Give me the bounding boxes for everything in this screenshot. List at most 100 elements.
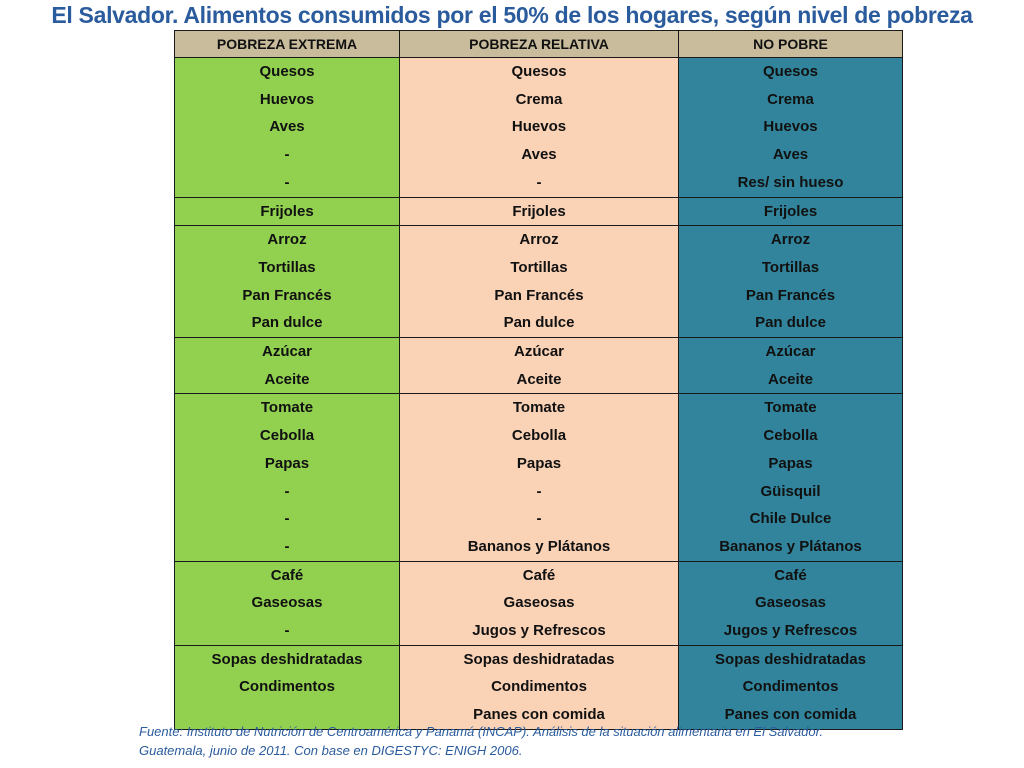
- cell-pobreza-extrema: Aceite: [174, 365, 400, 394]
- cell-pobreza-relativa: Tomate: [399, 393, 679, 423]
- table-row: Aceite Aceite Aceite: [174, 365, 903, 394]
- table-row: - Aves Aves: [174, 141, 903, 169]
- column-header-no-pobre: NO POBRE: [678, 30, 903, 58]
- cell-pobreza-extrema: -: [174, 505, 400, 533]
- column-header-pobreza-extrema: POBREZA EXTREMA: [174, 30, 400, 58]
- cell-pobreza-extrema: -: [174, 477, 400, 506]
- cell-no-pobre: Quesos: [678, 56, 903, 86]
- table-row: Condimentos Condimentos Condimentos: [174, 673, 903, 702]
- cell-pobreza-relativa: Gaseosas: [399, 589, 679, 618]
- cell-pobreza-relativa: Condimentos: [399, 673, 679, 702]
- cell-pobreza-extrema: Aves: [174, 113, 400, 142]
- cell-pobreza-relativa: Jugos y Refrescos: [399, 617, 679, 646]
- cell-pobreza-extrema: Pan Francés: [174, 281, 400, 310]
- food-table-container: POBREZA EXTREMA POBREZA RELATIVA NO POBR…: [174, 30, 903, 730]
- footnote-line-1: Fuente: Instituto de Nutrición de Centro…: [139, 724, 824, 739]
- source-footnote: Fuente: Instituto de Nutrición de Centro…: [139, 722, 999, 760]
- cell-pobreza-extrema: Tomate: [174, 393, 400, 423]
- cell-pobreza-extrema: Sopas deshidratadas: [174, 644, 400, 674]
- table-row: - Bananos y Plátanos Bananos y Plátanos: [174, 532, 903, 562]
- cell-no-pobre: Crema: [678, 85, 903, 114]
- table-row: Papas Papas Papas: [174, 449, 903, 478]
- cell-pobreza-extrema: Papas: [174, 449, 400, 478]
- cell-pobreza-extrema: -: [174, 617, 400, 646]
- cell-no-pobre: Aceite: [678, 365, 903, 394]
- table-row: Panes con comida Panes con comida: [174, 701, 903, 730]
- cell-pobreza-extrema: Huevos: [174, 85, 400, 114]
- cell-pobreza-relativa: Sopas deshidratadas: [399, 644, 679, 674]
- table-row: Arroz Arroz Arroz: [174, 225, 903, 254]
- cell-pobreza-extrema: Azúcar: [174, 337, 400, 366]
- cell-pobreza-relativa: Quesos: [399, 56, 679, 86]
- cell-pobreza-relativa: Papas: [399, 449, 679, 478]
- cell-no-pobre: Huevos: [678, 113, 903, 142]
- table-row: Frijoles Frijoles Frijoles: [174, 196, 903, 226]
- cell-pobreza-relativa: Bananos y Plátanos: [399, 532, 679, 562]
- cell-no-pobre: Azúcar: [678, 337, 903, 366]
- cell-no-pobre: Güisquil: [678, 477, 903, 506]
- table-row: - - Güisquil: [174, 477, 903, 506]
- table-row: Sopas deshidratadas Sopas deshidratadas So…: [174, 644, 903, 674]
- cell-pobreza-extrema: Condimentos: [174, 673, 400, 702]
- table-row: Aves Huevos Huevos: [174, 113, 903, 142]
- table-row: Cebolla Cebolla Cebolla: [174, 422, 903, 450]
- cell-no-pobre: Cebolla: [678, 422, 903, 450]
- cell-no-pobre: Jugos y Refrescos: [678, 617, 903, 646]
- cell-pobreza-relativa: Aceite: [399, 365, 679, 394]
- cell-no-pobre: Panes con comida: [678, 701, 903, 730]
- cell-pobreza-relativa: Cebolla: [399, 422, 679, 450]
- cell-pobreza-extrema: Tortillas: [174, 253, 400, 282]
- cell-pobreza-relativa: Crema: [399, 85, 679, 114]
- cell-pobreza-relativa: Pan dulce: [399, 309, 679, 338]
- cell-pobreza-relativa: Azúcar: [399, 337, 679, 366]
- cell-no-pobre: Sopas deshidratadas: [678, 644, 903, 674]
- cell-no-pobre: Chile Dulce: [678, 505, 903, 533]
- cell-no-pobre: Tortillas: [678, 253, 903, 282]
- cell-pobreza-relativa: Arroz: [399, 225, 679, 254]
- cell-no-pobre: Arroz: [678, 225, 903, 254]
- cell-no-pobre: Frijoles: [678, 196, 903, 226]
- cell-no-pobre: Pan Francés: [678, 281, 903, 310]
- food-table: POBREZA EXTREMA POBREZA RELATIVA NO POBR…: [174, 30, 903, 730]
- cell-no-pobre: Café: [678, 560, 903, 590]
- cell-no-pobre: Res/ sin hueso: [678, 168, 903, 198]
- cell-pobreza-extrema: Arroz: [174, 225, 400, 254]
- cell-pobreza-relativa: -: [399, 477, 679, 506]
- cell-no-pobre: Tomate: [678, 393, 903, 423]
- cell-pobreza-extrema: Frijoles: [174, 196, 400, 226]
- cell-pobreza-extrema: Café: [174, 560, 400, 590]
- cell-pobreza-extrema: Cebolla: [174, 422, 400, 450]
- cell-pobreza-relativa: Pan Francés: [399, 281, 679, 310]
- page-title: El Salvador. Alimentos consumidos por el…: [51, 2, 973, 28]
- table-row: Huevos Crema Crema: [174, 85, 903, 114]
- table-row: Gaseosas Gaseosas Gaseosas: [174, 589, 903, 618]
- table-row: Tortillas Tortillas Tortillas: [174, 253, 903, 282]
- cell-pobreza-relativa: Huevos: [399, 113, 679, 142]
- table-row: - - Res/ sin hueso: [174, 168, 903, 198]
- table-header: POBREZA EXTREMA POBREZA RELATIVA NO POBR…: [174, 30, 903, 58]
- cell-pobreza-relativa: -: [399, 168, 679, 198]
- cell-no-pobre: Papas: [678, 449, 903, 478]
- column-header-pobreza-relativa: POBREZA RELATIVA: [399, 30, 679, 58]
- cell-pobreza-extrema: -: [174, 141, 400, 169]
- table-row: - Jugos y Refrescos Jugos y Refrescos: [174, 617, 903, 646]
- table-row: Quesos Quesos Quesos: [174, 56, 903, 86]
- cell-pobreza-extrema: -: [174, 532, 400, 562]
- cell-pobreza-extrema: Quesos: [174, 56, 400, 86]
- table-row: Azúcar Azúcar Azúcar: [174, 337, 903, 366]
- cell-no-pobre: Condimentos: [678, 673, 903, 702]
- cell-pobreza-relativa: Frijoles: [399, 196, 679, 226]
- cell-no-pobre: Aves: [678, 141, 903, 169]
- cell-pobreza-relativa: -: [399, 505, 679, 533]
- table-body: Quesos Quesos Quesos Huevos Crema Crema Aves Hu…: [174, 56, 903, 730]
- table-row: Café Café Café: [174, 560, 903, 590]
- table-row: Tomate Tomate Tomate: [174, 393, 903, 423]
- cell-pobreza-extrema: -: [174, 168, 400, 198]
- cell-no-pobre: Gaseosas: [678, 589, 903, 618]
- table-row: - - Chile Dulce: [174, 505, 903, 533]
- table-row: Pan Francés Pan Francés Pan Francés: [174, 281, 903, 310]
- footnote-line-2: Guatemala, junio de 2011. Con base en DI…: [139, 743, 523, 758]
- cell-pobreza-relativa: Panes con comida: [399, 701, 679, 730]
- cell-pobreza-extrema: Pan dulce: [174, 309, 400, 338]
